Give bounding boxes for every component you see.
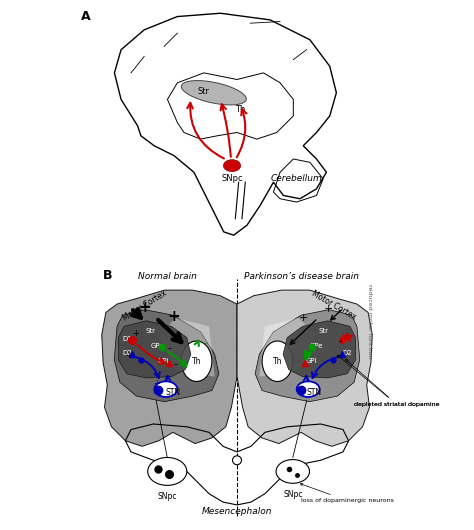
Text: Th: Th (192, 357, 201, 366)
Text: -: - (339, 335, 342, 346)
Text: Str: Str (146, 328, 155, 333)
Ellipse shape (262, 341, 293, 382)
Text: -: - (203, 338, 207, 348)
Text: GPi: GPi (157, 358, 169, 364)
Polygon shape (118, 321, 191, 378)
Text: Cerebellum: Cerebellum (271, 174, 322, 183)
Text: SNpc: SNpc (283, 490, 302, 499)
Polygon shape (259, 318, 315, 377)
Text: loss of dopaminergic neurons: loss of dopaminergic neurons (301, 483, 394, 503)
Text: depleted striatal dopamine: depleted striatal dopamine (346, 359, 440, 407)
Text: +: + (298, 313, 308, 323)
Text: Th: Th (273, 357, 282, 366)
Polygon shape (102, 290, 237, 446)
Text: Mesencephalon: Mesencephalon (202, 507, 272, 516)
Text: Th: Th (235, 105, 246, 114)
Text: STN: STN (306, 388, 321, 398)
Text: D2: D2 (122, 350, 132, 356)
Text: -: - (292, 365, 295, 374)
Text: D2: D2 (342, 350, 352, 356)
Ellipse shape (297, 381, 319, 397)
Polygon shape (114, 310, 219, 402)
Text: -: - (173, 359, 177, 369)
Text: +: + (323, 304, 333, 314)
Text: D1: D1 (122, 336, 132, 342)
Polygon shape (283, 321, 356, 378)
Text: +: + (126, 351, 132, 360)
Text: +: + (153, 378, 160, 387)
Text: +: + (132, 329, 138, 338)
Ellipse shape (148, 457, 187, 485)
Polygon shape (255, 310, 360, 402)
Text: Parkinson’s disease brain: Parkinson’s disease brain (244, 272, 359, 281)
Text: Str: Str (198, 86, 210, 95)
Text: -: - (339, 350, 342, 360)
Text: Motor Cortex: Motor Cortex (121, 288, 168, 322)
Ellipse shape (276, 460, 310, 483)
Ellipse shape (155, 381, 177, 397)
Ellipse shape (233, 456, 241, 465)
Text: +: + (138, 300, 151, 315)
Text: +: + (167, 309, 180, 324)
Ellipse shape (223, 160, 241, 172)
Text: GPe: GPe (310, 343, 323, 349)
Text: B: B (103, 269, 113, 282)
Text: Motor Cortex: Motor Cortex (310, 289, 357, 322)
Text: SNpc: SNpc (221, 174, 243, 183)
Text: depleted striatal dopamine: depleted striatal dopamine (337, 355, 440, 407)
Text: reduced motor function: reduced motor function (367, 284, 372, 358)
Polygon shape (159, 318, 215, 377)
Text: -: - (167, 343, 171, 353)
Ellipse shape (182, 81, 246, 105)
Text: STN: STN (166, 388, 181, 398)
Polygon shape (237, 290, 372, 446)
Text: A: A (82, 10, 91, 23)
Text: Str: Str (319, 328, 328, 333)
Text: D1: D1 (342, 336, 352, 342)
Text: SNpc: SNpc (157, 492, 177, 501)
Text: GPe: GPe (151, 343, 164, 349)
Text: Normal brain: Normal brain (138, 272, 197, 281)
Text: GPi: GPi (305, 358, 317, 364)
Ellipse shape (181, 341, 212, 382)
